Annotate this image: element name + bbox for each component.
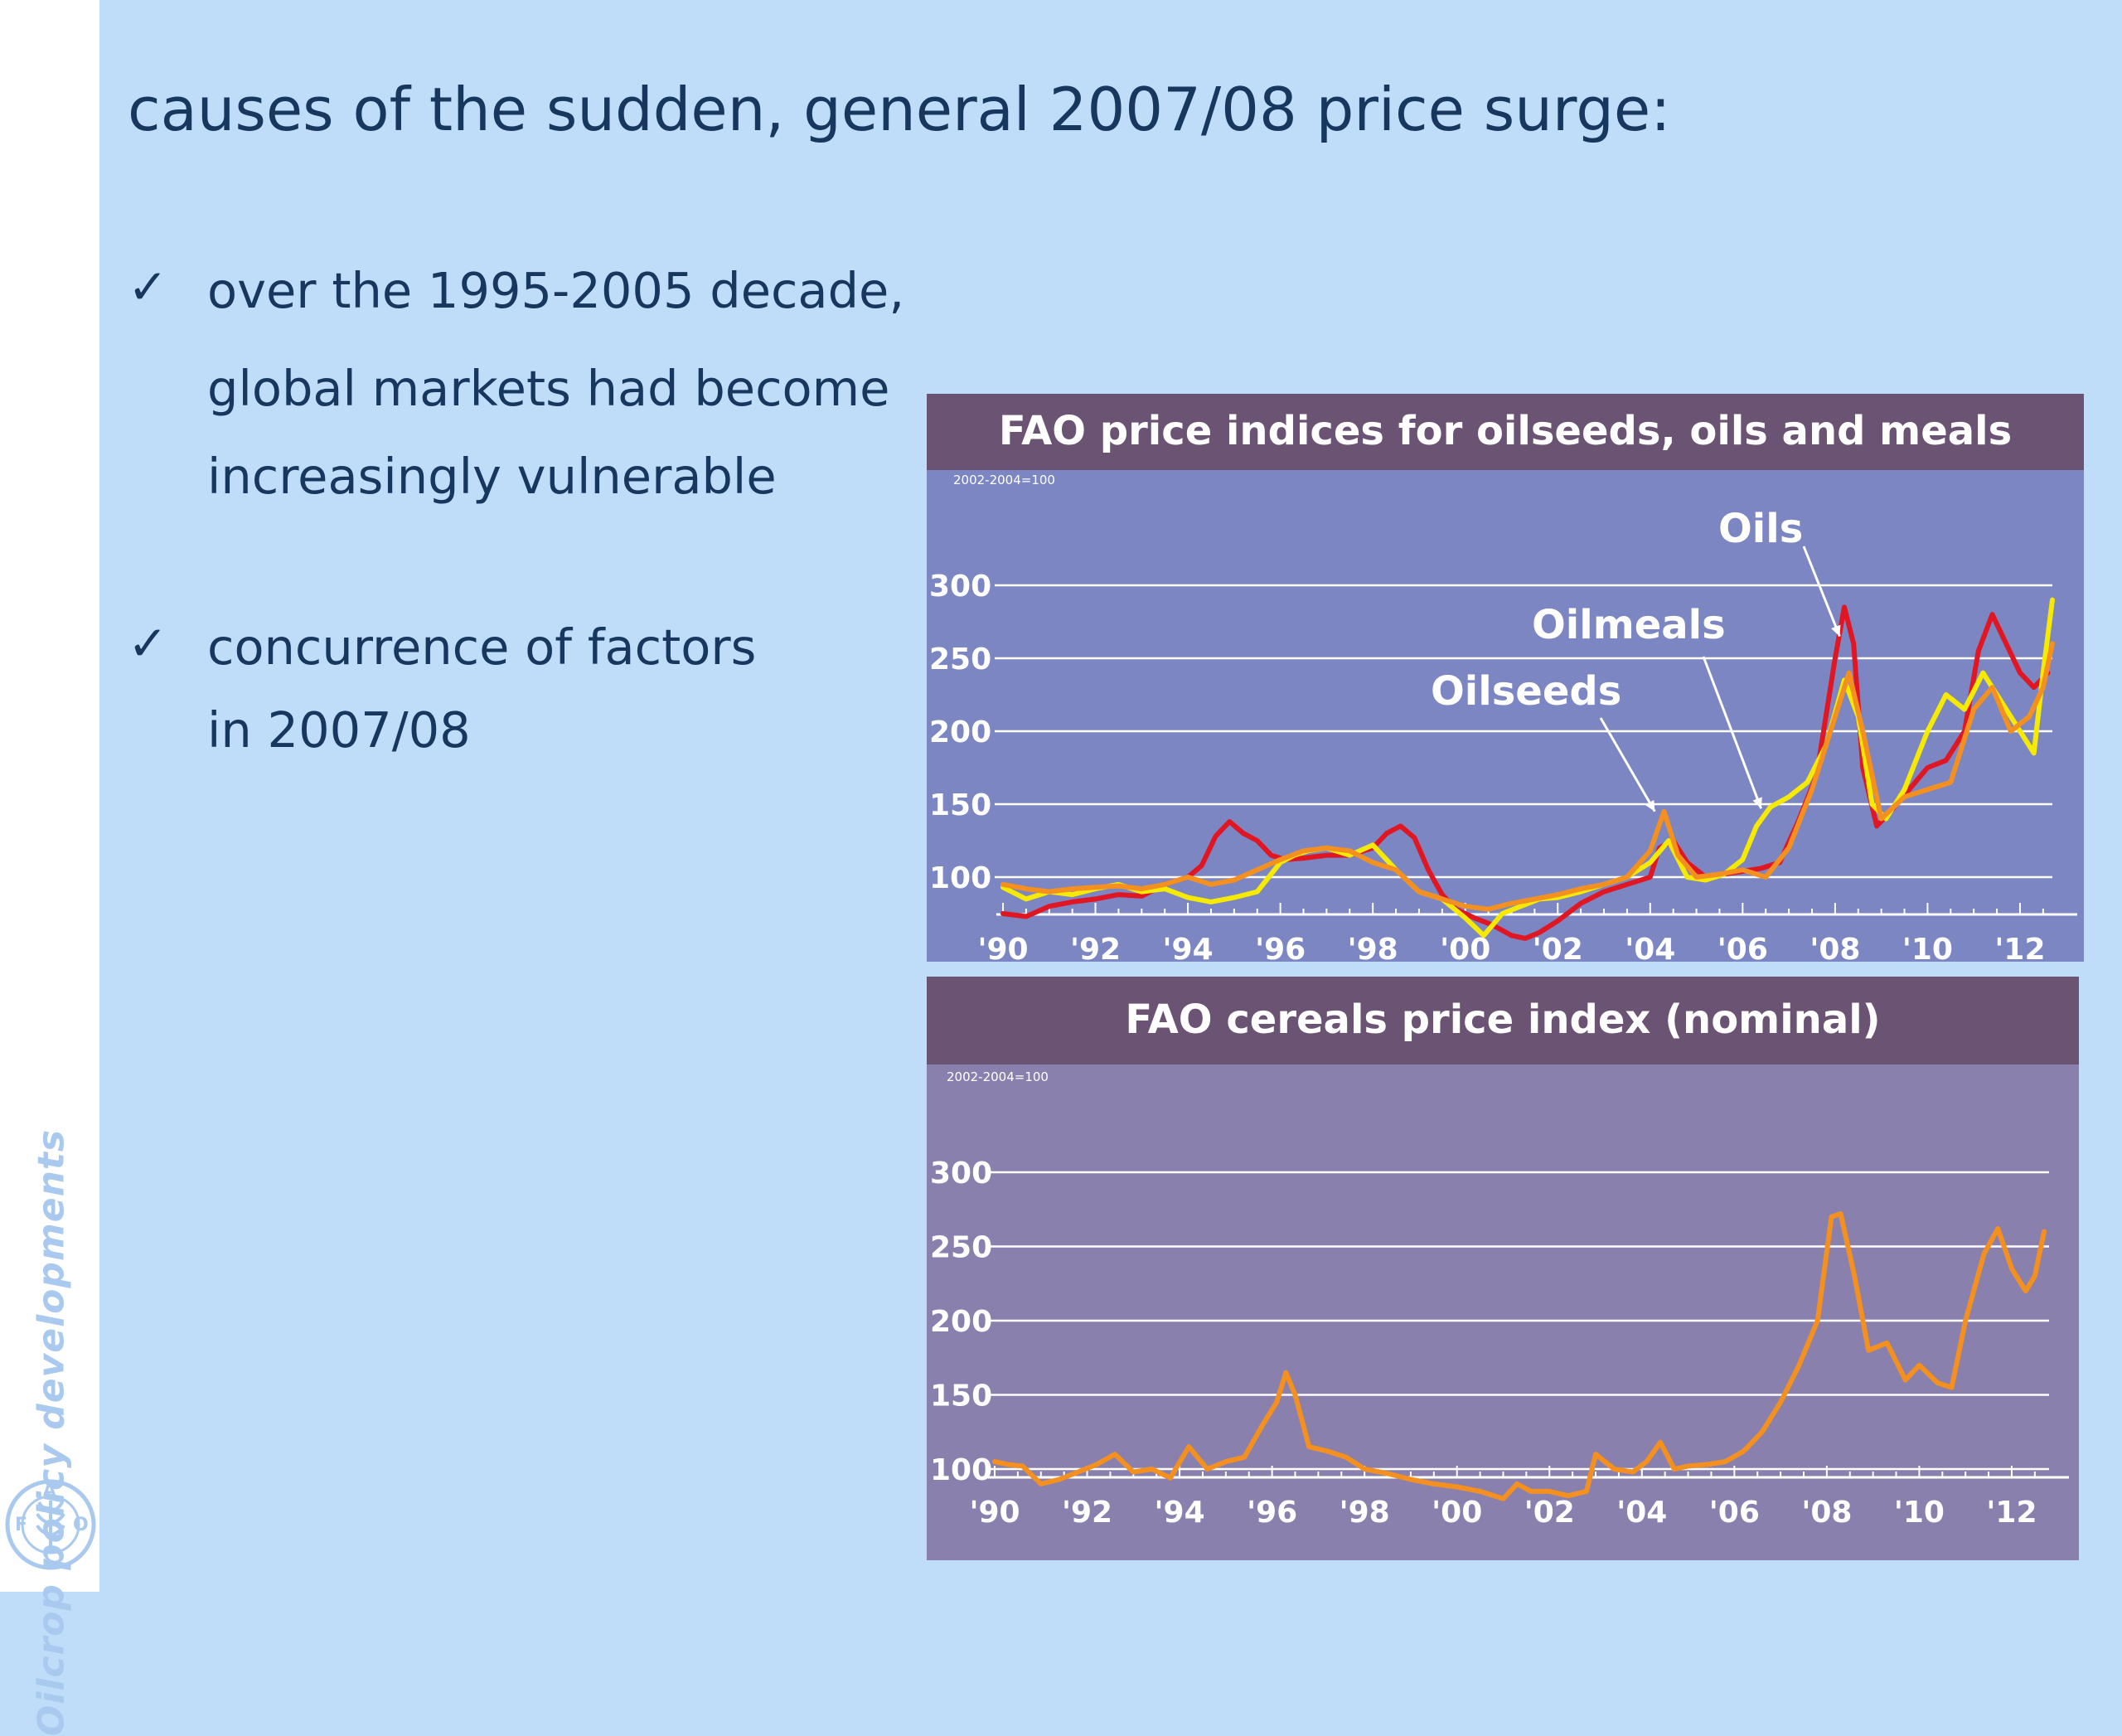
checkmark-icon: ✓ [128,615,168,672]
bullet-line: increasingly vulnerable [207,448,777,505]
y-tick-label: 150 [930,1380,992,1414]
slide-title: causes of the sudden, general 2007/08 pr… [128,75,1671,144]
x-tick-label: '98 [1340,1496,1390,1530]
x-tick-label: '10 [1902,933,1953,962]
annotation-label: Oils [1718,506,1803,552]
logo-letter-o: O [73,1515,89,1535]
y-tick-label: 100 [930,1453,992,1487]
chart-plot-area: 2002-2004=100 100 150 200 250 300 '90 '92 '94 '96… [927,1064,2079,1560]
chart-subtitle: 2002-2004=100 [953,473,1055,487]
x-tick-label: '02 [1524,1496,1575,1530]
y-tick-label: 150 [929,788,991,822]
chart-title: FAO price indices for oilseeds, oils and… [927,394,2084,470]
y-tick-label: 100 [929,861,991,895]
x-tick-label: '12 [1986,1496,2037,1530]
chart-svg: 2002-2004=100 100 150 200 250 300 '90 '92 '94 '96… [930,1069,2069,1530]
x-tick-label: '90 [969,1496,1020,1530]
x-tick-label: '06 [1709,1496,1760,1530]
series-line-cereals [992,1211,2047,1501]
annotation-label: Oilmeals [1532,602,1726,648]
x-tick-label: '94 [1155,1496,1205,1530]
y-tick-label: 300 [930,1157,992,1190]
x-tick-label: '02 [1533,933,1583,962]
bullet-line: over the 1995-2005 decade, [207,262,905,319]
y-tick-label: 250 [930,1231,992,1265]
x-tick-label: '10 [1894,1496,1945,1530]
annotation-arrowhead [1752,797,1762,809]
series-line-oilmeals [1000,597,2055,938]
chart-subtitle: 2002-2004=100 [947,1069,1049,1084]
chart-plot-area: 2002-2004=100 100 150 200 250 300 '90 '92 '94 '96… [927,470,2084,967]
y-tick-label: 200 [930,1305,992,1339]
annotation-leader-line [1802,546,1841,638]
annotation-leader-line [1702,656,1763,809]
annotation-arrowhead [1831,624,1841,637]
series-line-oilseeds [1000,641,2055,912]
bullet-line: concurrence of factors [207,618,757,676]
y-tick-label: 200 [929,715,991,749]
logo-letter-a: A [43,1480,56,1500]
bullet-line: global markets had become [207,360,890,417]
x-tick-label: '96 [1247,1496,1297,1530]
x-tick-label: '98 [1348,933,1398,962]
x-tick-label: '04 [1625,933,1675,962]
oilseeds-price-chart: FAO price indices for oilseeds, oils and… [927,394,2084,967]
sidebar-section-label: Oilcrop policy developments [30,1128,73,1736]
x-tick-label: '00 [1432,1496,1482,1530]
checkmark-icon: ✓ [128,259,168,315]
x-tick-label: '06 [1717,933,1768,962]
y-tick-label: 250 [929,643,991,676]
cereals-price-chart: FAO cereals price index (nominal) 2002-2… [927,977,2079,1560]
fao-logo-icon: F A O [5,1479,96,1570]
x-tick-label: '08 [1801,1496,1852,1530]
chart-svg: 2002-2004=100 100 150 200 250 300 '90 '92 '94 '96… [929,473,2077,967]
x-tick-label: '96 [1255,933,1306,962]
logo-letter-f: F [15,1515,27,1535]
annotation-leader-line [1599,717,1656,812]
x-tick-label: '08 [1810,933,1860,962]
annotation-arrowhead [1645,799,1655,812]
sidebar: Oilcrop policy developments F A O [0,0,99,1736]
x-tick-label: '04 [1616,1496,1667,1530]
x-tick-label: '94 [1163,933,1214,962]
x-tick-label: '92 [1062,1496,1112,1530]
x-tick-label: '90 [977,933,1028,962]
y-tick-label: 300 [929,570,991,604]
chart-title: FAO cereals price index (nominal) [927,977,2079,1064]
bullet-line: in 2007/08 [207,701,471,759]
x-tick-label: '12 [1994,933,2045,962]
x-tick-label: '00 [1440,933,1490,962]
x-tick-label: '92 [1070,933,1121,962]
annotation-label: Oilseeds [1431,668,1621,715]
